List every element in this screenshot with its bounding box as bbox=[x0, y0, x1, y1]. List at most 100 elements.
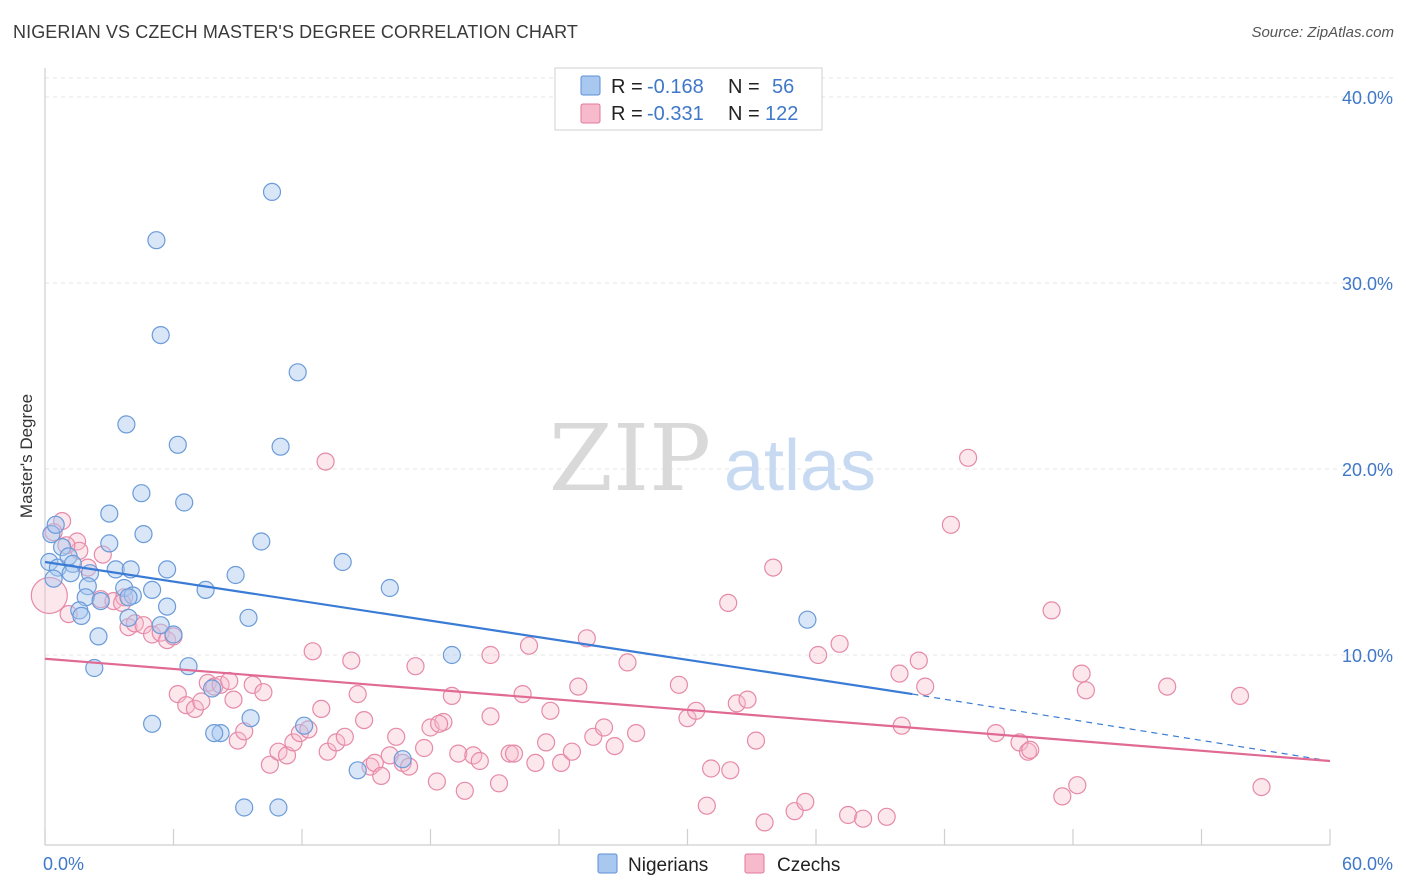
point-czechs-55 bbox=[415, 738, 434, 758]
point-nigerians-36 bbox=[89, 627, 108, 646]
bottom-legend-swatch-czechs bbox=[744, 853, 765, 874]
point-nigerians-37 bbox=[239, 608, 258, 627]
point-czechs-43 bbox=[335, 727, 354, 746]
point-nigerians-7 bbox=[44, 569, 63, 588]
point-czechs-39 bbox=[303, 642, 322, 661]
point-nigerians-49 bbox=[393, 750, 412, 769]
watermark-zip: ZIP bbox=[549, 405, 711, 512]
point-nigerians-28 bbox=[91, 591, 110, 611]
axes bbox=[44, 68, 1331, 846]
point-czechs-81 bbox=[504, 744, 524, 763]
trend-line-nigerians-extension bbox=[912, 693, 1331, 762]
trend-lines bbox=[44, 560, 1331, 763]
legend-r-value-1: -0.168 bbox=[647, 76, 704, 98]
legend-n-label-1: N = bbox=[728, 76, 760, 98]
point-czechs-103 bbox=[909, 651, 928, 670]
point-nigerians-40 bbox=[442, 645, 461, 665]
point-czechs-70 bbox=[541, 701, 560, 720]
point-nigerians-15 bbox=[175, 493, 194, 512]
point-czechs-120 bbox=[719, 593, 738, 613]
point-czechs-90 bbox=[727, 694, 746, 713]
point-nigerians-41 bbox=[798, 610, 817, 629]
watermark: ZIP atlas bbox=[549, 405, 876, 512]
point-nigerians-58 bbox=[271, 437, 290, 456]
point-czechs-102 bbox=[890, 664, 909, 683]
point-czechs-46 bbox=[355, 710, 374, 730]
point-nigerians-51 bbox=[269, 798, 288, 817]
y-tick-label-2: 30.0% bbox=[1342, 274, 1393, 294]
point-nigerians-43 bbox=[241, 709, 260, 728]
chart-title: NIGERIAN VS CZECH MASTER'S DEGREE CORREL… bbox=[13, 22, 578, 42]
point-czechs-75 bbox=[594, 718, 614, 737]
point-czechs-67 bbox=[513, 684, 532, 704]
point-czechs-94 bbox=[764, 558, 783, 577]
point-czechs-80 bbox=[481, 645, 500, 665]
x-tick-labels: 0.0% 60.0% bbox=[43, 854, 1393, 874]
point-nigerians-23 bbox=[333, 552, 352, 572]
point-czechs-93 bbox=[755, 813, 774, 832]
y-tick-label-3: 40.0% bbox=[1342, 88, 1393, 108]
point-czechs-115 bbox=[1230, 686, 1250, 706]
point-nigerians-50 bbox=[235, 798, 254, 817]
bottom-legend-label-czechs: Czechs bbox=[777, 855, 840, 876]
legend-r-label-1: R = bbox=[611, 76, 643, 98]
point-nigerians-55 bbox=[288, 363, 307, 382]
point-nigerians-54 bbox=[151, 326, 170, 345]
y-tick-labels: 10.0% 20.0% 30.0% 40.0% bbox=[1342, 88, 1393, 666]
point-nigerians-30 bbox=[158, 597, 177, 616]
point-nigerians-13 bbox=[158, 560, 177, 579]
x-tick-label-min: 0.0% bbox=[43, 854, 84, 874]
point-czechs-91 bbox=[738, 690, 757, 709]
source-credit: Source: ZipAtlas.com bbox=[1251, 24, 1394, 41]
point-nigerians-21 bbox=[226, 565, 245, 585]
point-czechs-88 bbox=[697, 796, 716, 815]
point-czechs-28 bbox=[224, 690, 243, 709]
y-tick-label-1: 20.0% bbox=[1342, 460, 1393, 480]
legend-n-value-1: 56 bbox=[772, 76, 794, 98]
point-czechs-45 bbox=[348, 684, 367, 704]
point-czechs-51 bbox=[387, 727, 406, 746]
point-nigerians-12 bbox=[134, 524, 153, 544]
point-nigerians-35 bbox=[164, 625, 183, 644]
legend-r-value-2: -0.331 bbox=[647, 103, 704, 125]
point-nigerians-52 bbox=[147, 231, 166, 250]
point-nigerians-20 bbox=[196, 580, 215, 600]
point-nigerians-26 bbox=[78, 577, 97, 596]
point-nigerians-16 bbox=[100, 504, 119, 523]
point-czechs-71 bbox=[551, 753, 571, 773]
point-czechs-112 bbox=[1072, 664, 1091, 683]
point-czechs-32 bbox=[254, 683, 273, 702]
point-nigerians-3 bbox=[52, 537, 72, 557]
point-czechs-118 bbox=[958, 448, 978, 467]
point-czechs-101 bbox=[877, 807, 896, 826]
point-nigerians-32 bbox=[72, 606, 91, 626]
point-czechs-111 bbox=[1068, 776, 1087, 795]
point-czechs-97 bbox=[808, 645, 828, 665]
watermark-atlas: atlas bbox=[724, 426, 876, 506]
point-czechs-33 bbox=[260, 755, 279, 774]
point-nigerians-34 bbox=[151, 616, 170, 635]
point-czechs-96 bbox=[796, 792, 815, 812]
point-czechs-27 bbox=[220, 671, 239, 691]
point-czechs-44 bbox=[342, 651, 361, 670]
series-czechs bbox=[30, 448, 1271, 832]
point-czechs-108 bbox=[1021, 740, 1040, 760]
point-czechs-77 bbox=[618, 653, 637, 672]
point-czechs-99 bbox=[838, 805, 858, 825]
point-czechs-60 bbox=[449, 744, 468, 763]
gridlines bbox=[45, 77, 1393, 656]
point-czechs-113 bbox=[1076, 681, 1096, 700]
point-czechs-82 bbox=[519, 636, 539, 655]
point-czechs-100 bbox=[853, 809, 873, 828]
point-czechs-114 bbox=[1158, 677, 1177, 696]
legend-swatch-czechs bbox=[580, 103, 601, 124]
point-nigerians-1 bbox=[46, 515, 65, 534]
point-nigerians-27 bbox=[76, 588, 95, 607]
point-czechs-65 bbox=[489, 774, 509, 793]
point-czechs-36 bbox=[284, 733, 303, 752]
point-czechs-30 bbox=[235, 722, 254, 741]
stats-legend: R = -0.168 N = 56 R = -0.331 N = 122 bbox=[554, 67, 823, 131]
series-nigerians bbox=[40, 182, 817, 817]
point-czechs-61 bbox=[455, 781, 474, 800]
